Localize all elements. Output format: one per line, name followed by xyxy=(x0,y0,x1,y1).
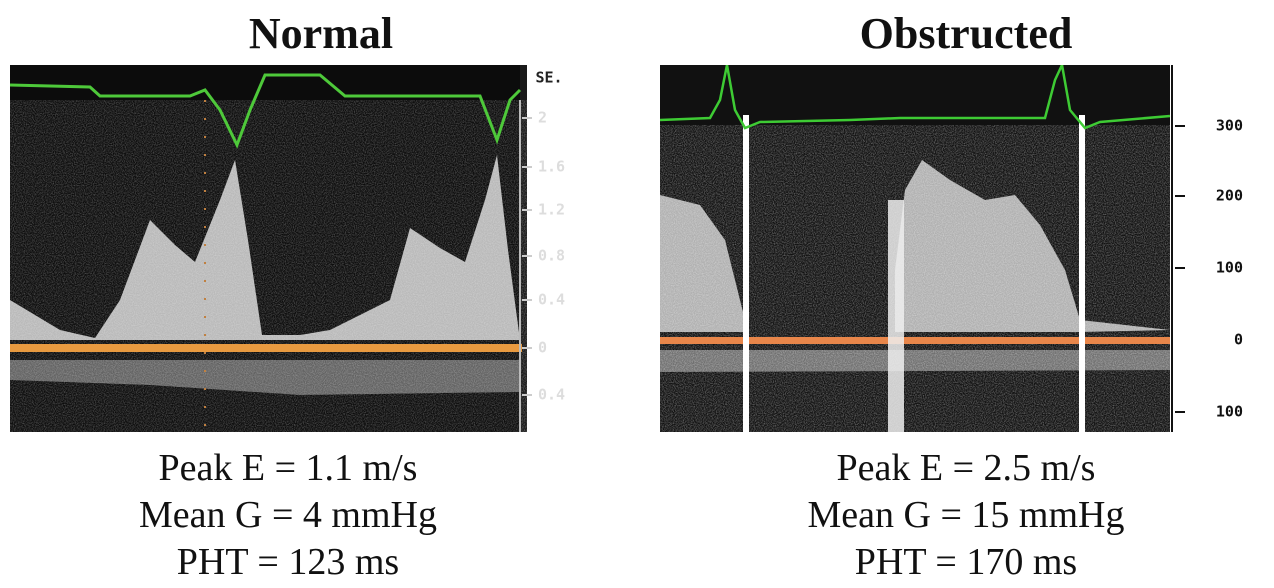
scale-label: 0.8 xyxy=(538,247,565,265)
caption-line: PHT = 123 ms xyxy=(177,541,399,583)
scale-label: 0.4 xyxy=(538,386,565,404)
panel-title: Obstructed xyxy=(860,9,1073,58)
caption-line: Peak E = 2.5 m/s xyxy=(837,447,1096,489)
caption-line: PHT = 170 ms xyxy=(855,541,1077,583)
scale-label: 300 xyxy=(1216,117,1243,135)
doppler-obstructed xyxy=(660,65,1274,432)
scale-label: 100 xyxy=(1216,259,1243,277)
caption-line: Mean G = 4 mmHg xyxy=(139,494,437,536)
caption-line: Peak E = 1.1 m/s xyxy=(159,447,418,489)
caption-line: Mean G = 15 mmHg xyxy=(808,494,1125,536)
scale-label: 0.4 xyxy=(538,291,565,309)
scale-label: 100 xyxy=(1216,403,1243,421)
panel-title: Normal xyxy=(249,9,393,58)
scale-label: 2 xyxy=(538,109,547,127)
scale-label: 1.2 xyxy=(538,201,565,219)
doppler-normal xyxy=(10,65,527,432)
scale-label: 0 xyxy=(538,339,547,357)
scale-label: 0 xyxy=(1234,331,1243,349)
scale-label: 200 xyxy=(1216,187,1243,205)
scale-label: 1.6 xyxy=(538,158,565,176)
corner-label: SE. xyxy=(535,69,562,87)
